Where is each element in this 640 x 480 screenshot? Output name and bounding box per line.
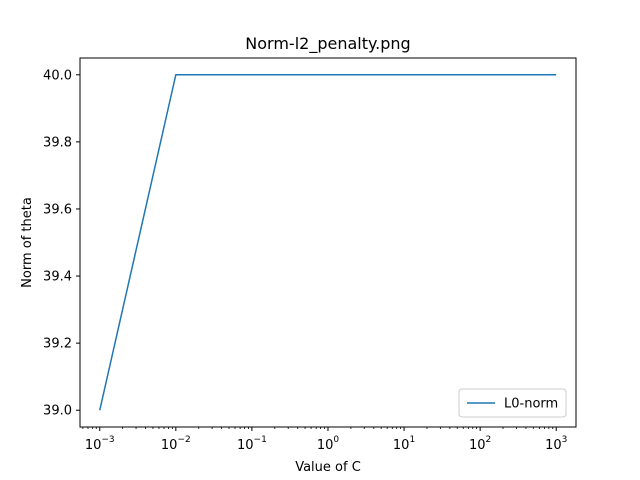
x-tick-base: 10 [161, 438, 178, 453]
y-tick-label: 39.6 [43, 202, 72, 217]
x-tick-base: 10 [393, 438, 410, 453]
legend-box [458, 388, 567, 418]
x-tick-label: 10−3 [85, 435, 115, 453]
x-tick-exponent: −1 [254, 435, 267, 445]
x-axis-ticks: 10−3 10−2 10−1 100 101 102 103 [82, 427, 567, 453]
y-tick-label: 39.2 [43, 337, 72, 352]
chart-title: Norm-l2_penalty.png [245, 34, 410, 54]
x-tick-base: 10 [469, 438, 486, 453]
x-tick-base: 10 [545, 438, 562, 453]
y-tick-label: 39.0 [43, 404, 72, 419]
plot-area [80, 58, 576, 427]
series-layer [99, 74, 557, 411]
x-tick-label: 102 [469, 435, 491, 453]
y-axis-label: Norm of theta [20, 197, 35, 288]
x-axis-label: Value of C [295, 460, 361, 475]
x-tick-label: 10−2 [161, 435, 191, 453]
plot-frame [79, 57, 577, 428]
y-axis-ticks: 39.0 39.2 39.4 39.6 39.8 40.0 [43, 68, 80, 419]
x-tick-exponent: 3 [562, 435, 568, 445]
x-tick-exponent: 0 [333, 435, 339, 445]
y-tick-label: 39.4 [43, 270, 72, 285]
x-tick-exponent: −3 [101, 435, 114, 445]
x-tick-exponent: −2 [177, 435, 190, 445]
x-tick-exponent: 1 [409, 435, 415, 445]
legend-label: L0-norm [504, 397, 558, 412]
x-tick-base: 10 [317, 438, 334, 453]
x-tick-base: 10 [237, 438, 254, 453]
x-tick-base: 10 [85, 438, 102, 453]
x-tick-label: 10−1 [237, 435, 267, 453]
x-tick-label: 103 [545, 435, 567, 453]
x-tick-label: 100 [317, 435, 340, 453]
y-tick-label: 40.0 [43, 68, 72, 83]
series-line [99, 74, 557, 411]
x-tick-label: 101 [393, 435, 415, 453]
legend: L0-norm [458, 388, 567, 418]
y-tick-label: 39.8 [43, 135, 72, 150]
x-tick-exponent: 2 [486, 435, 492, 445]
